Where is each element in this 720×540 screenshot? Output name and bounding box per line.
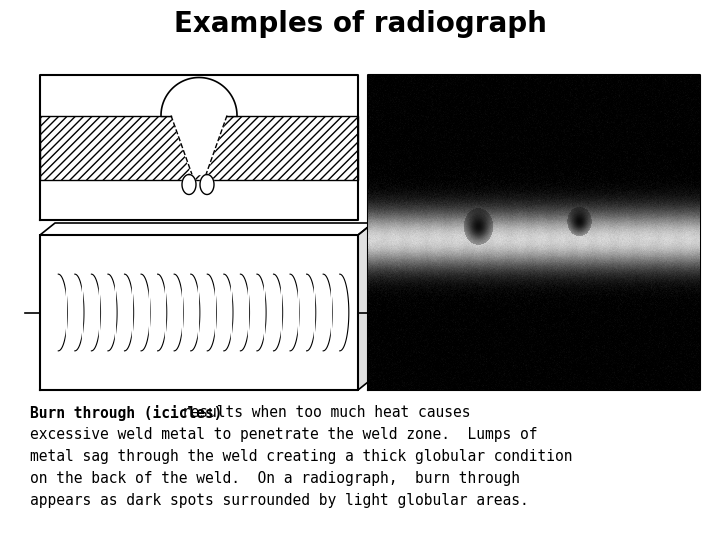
Polygon shape	[40, 235, 358, 390]
Polygon shape	[248, 274, 266, 351]
Polygon shape	[181, 274, 200, 351]
Polygon shape	[358, 223, 373, 390]
Polygon shape	[200, 174, 214, 194]
Polygon shape	[165, 274, 184, 351]
Polygon shape	[297, 274, 315, 351]
Text: appears as dark spots surrounded by light globular areas.: appears as dark spots surrounded by ligh…	[30, 493, 528, 508]
Polygon shape	[231, 274, 250, 351]
Text: on the back of the weld.  On a radiograph,  burn through: on the back of the weld. On a radiograph…	[30, 471, 520, 486]
Polygon shape	[99, 274, 117, 351]
Bar	[40, 116, 358, 179]
Text: excessive weld metal to penetrate the weld zone.  Lumps of: excessive weld metal to penetrate the we…	[30, 427, 538, 442]
Text: metal sag through the weld creating a thick globular condition: metal sag through the weld creating a th…	[30, 449, 572, 464]
Polygon shape	[314, 274, 332, 351]
Polygon shape	[182, 174, 196, 194]
Polygon shape	[161, 78, 237, 116]
Polygon shape	[148, 274, 167, 351]
Polygon shape	[330, 274, 348, 351]
Polygon shape	[264, 274, 283, 351]
Polygon shape	[281, 274, 299, 351]
Polygon shape	[198, 274, 217, 351]
Text: results when too much heat causes: results when too much heat causes	[174, 405, 471, 420]
Polygon shape	[40, 223, 373, 235]
Polygon shape	[115, 274, 134, 351]
Polygon shape	[132, 274, 150, 351]
Text: Burn through (icicles): Burn through (icicles)	[30, 405, 222, 421]
Polygon shape	[66, 274, 84, 351]
Polygon shape	[49, 274, 68, 351]
Polygon shape	[215, 274, 233, 351]
Text: Examples of radiograph: Examples of radiograph	[174, 10, 546, 38]
Polygon shape	[171, 116, 227, 174]
Polygon shape	[82, 274, 101, 351]
